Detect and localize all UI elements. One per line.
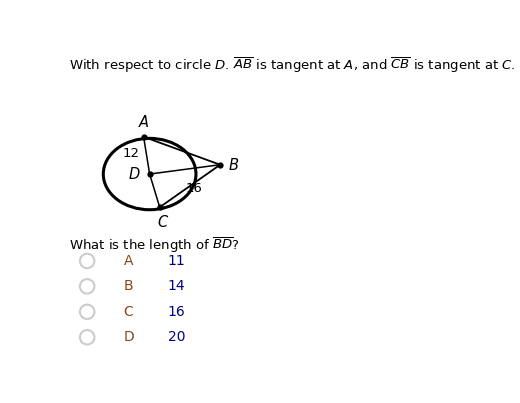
Text: $D$: $D$: [128, 166, 141, 182]
Text: 14: 14: [168, 279, 186, 293]
Text: C: C: [123, 305, 133, 319]
Text: $C$: $C$: [157, 214, 169, 230]
Text: 16: 16: [186, 182, 202, 195]
Text: B: B: [123, 279, 133, 293]
Text: D: D: [123, 330, 134, 344]
Text: A: A: [123, 254, 133, 268]
Text: What is the length of $\overline{BD}$?: What is the length of $\overline{BD}$?: [69, 236, 240, 256]
Text: $B$: $B$: [228, 157, 239, 173]
Text: 12: 12: [123, 147, 140, 160]
Text: 16: 16: [168, 305, 186, 319]
Text: 11: 11: [168, 254, 186, 268]
Text: $A$: $A$: [138, 114, 149, 130]
Text: With respect to circle $\mathit{D}$. $\overline{AB}$ is tangent at $\mathit{A}$,: With respect to circle $\mathit{D}$. $\o…: [69, 56, 516, 75]
Text: 20: 20: [168, 330, 185, 344]
